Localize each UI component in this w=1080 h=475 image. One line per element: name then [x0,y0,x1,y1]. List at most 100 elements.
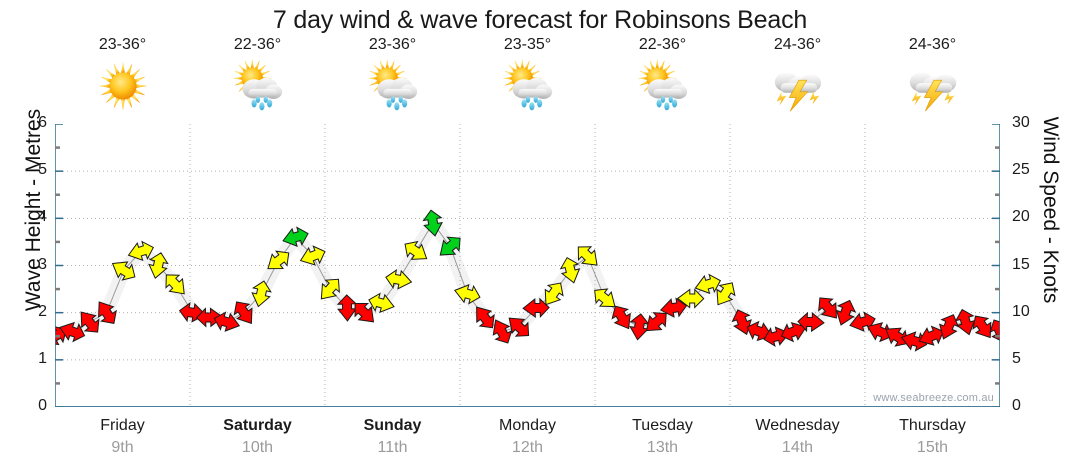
wind-arrow-marker [544,282,564,306]
day-header-thursday: 24-36° [865,36,1000,118]
wind-arrow-marker [835,299,857,326]
day-header-saturday: 22-36° [190,36,325,118]
day-date: 12th [511,439,544,456]
day-label-thursday: Thursday 15th [865,414,1000,472]
wind-arrow-marker [439,236,461,256]
wind-arrow-marker [629,313,650,341]
wind-arrow-marker [368,292,395,314]
wind-arrow-marker [694,273,722,295]
wind-arrow-marker [320,278,340,300]
left-tick-label: 0 [38,397,47,414]
wind-arrow-marker [251,280,272,308]
right-axis-title: Wind Speed - Knots [1039,116,1062,304]
day-date: 15th [916,439,949,456]
sun-rain-icon [497,57,559,115]
day-header-wednesday: 24-36° [730,36,865,118]
temperature-range: 24-36° [908,36,957,53]
wind-arrow-marker [559,256,581,284]
wind-wave-chart [55,124,1000,407]
right-tick-label: 25 [1012,161,1030,179]
wind-arrow-marker [522,297,550,319]
sunny-icon [92,57,154,115]
temperature-range: 22-36° [638,36,687,53]
day-date: 14th [781,439,814,456]
day-date: 9th [111,439,134,456]
left-tick-label: 6 [38,114,47,131]
day-name: Saturday [223,417,292,434]
wind-arrow-marker [98,301,117,324]
right-tick-label: 20 [1012,208,1030,226]
wind-arrow-marker [492,319,513,344]
day-label-tuesday: Tuesday 13th [595,414,730,472]
wind-arrow-marker [594,288,616,308]
right-tick-label: 10 [1012,302,1030,320]
thunderstorm-icon [902,57,964,115]
day-header-friday: 23-36° [55,36,190,118]
day-date: 13th [646,439,679,456]
wind-arrow-marker [148,252,169,280]
day-name: Wednesday [755,417,840,434]
wind-arrow-marker [454,284,481,305]
day-label-monday: Monday 12th [460,414,595,472]
left-tick-label: 2 [38,302,47,320]
sun-rain-icon [362,57,424,115]
wind-arrow-marker [676,288,705,309]
day-header-strip: 23-36° 22-36° [55,36,1000,118]
wind-arrow-marker [508,317,530,337]
wind-arrow-marker [165,274,185,295]
day-label-sunday: Sunday 11th [325,414,460,472]
right-tick-label: 0 [1012,397,1021,414]
sun-rain-icon [227,57,289,115]
day-label-strip: Friday 9th Saturday 10th Sunday 11th Monday 12t… [55,414,1000,472]
temperature-range: 23-36° [368,36,417,53]
wind-arrow-marker [645,312,667,332]
day-name: Tuesday [632,417,693,434]
wind-arrow-marker [80,311,100,333]
day-header-tuesday: 22-36° [595,36,730,118]
thunderstorm-icon [767,57,829,115]
page-title: 7 day wind & wave forecast for Robinsons… [272,6,808,34]
wind-arrow-marker [731,309,752,336]
wind-arrow-marker [59,321,86,343]
left-tick-label: 5 [38,161,47,179]
wind-arrow-marker [354,302,375,323]
sun-rain-icon [632,57,694,115]
wind-arrow-marker [111,261,136,281]
day-name: Sunday [363,417,422,434]
temperature-range: 23-35° [503,36,552,53]
watermark: www.seabreeze.com.au [873,392,994,404]
day-header-sunday: 23-36° [325,36,460,118]
day-date: 11th [377,439,408,456]
wind-arrow-marker [659,297,688,318]
wind-arrow-marker [780,321,807,343]
day-name: Friday [100,417,145,434]
left-tick-label: 1 [38,349,47,367]
day-label-friday: Friday 9th [55,414,190,472]
day-date: 10th [241,439,274,456]
wind-arrow-marker [577,246,598,266]
left-tick-label: 4 [38,208,47,226]
wind-arrow-marker [954,308,976,336]
wind-arrow-marker [611,305,631,330]
wind-arrow-marker [422,209,443,237]
temperature-range: 24-36° [773,36,822,53]
wind-arrow-marker [282,226,309,247]
wind-arrow-marker [797,311,825,333]
wind-arrow-marker [818,297,837,319]
wind-arrow-marker [127,240,154,262]
wind-arrow-marker [763,326,791,347]
wind-arrow-marker [299,245,326,266]
wind-arrow-marker [385,268,413,290]
temperature-range: 22-36° [233,36,282,53]
wind-arrow-marker [716,282,736,306]
wind-arrow-marker [746,320,773,342]
day-label-wednesday: Wednesday 14th [730,414,865,472]
wind-arrow-marker [404,240,428,260]
wind-arrow-marker [900,331,928,352]
left-tick-label: 3 [38,255,47,273]
day-label-saturday: Saturday 10th [190,414,325,472]
right-tick-label: 15 [1012,255,1030,273]
day-name: Thursday [899,417,966,434]
right-tick-label: 30 [1012,114,1030,131]
